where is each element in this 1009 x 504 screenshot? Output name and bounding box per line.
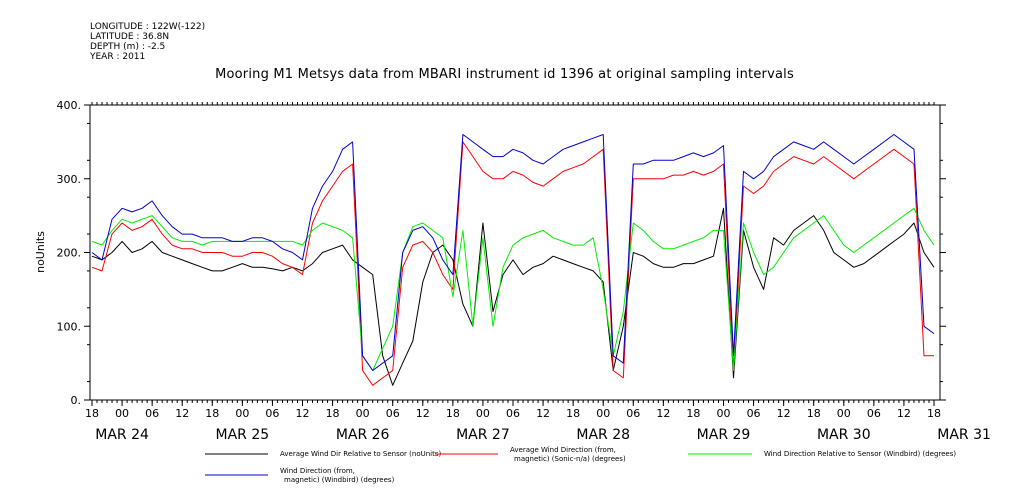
header-year: YEAR : 2011 <box>90 52 146 62</box>
x-date-label: MAR 26 <box>336 427 390 443</box>
x-tick-label: 18 <box>85 407 99 420</box>
x-tick-label: 00 <box>476 407 490 420</box>
header-longitude: LONGITUDE : 122W(-122) <box>90 22 206 32</box>
x-tick-label: 00 <box>837 407 851 420</box>
x-tick-label: 12 <box>536 407 550 420</box>
x-tick-label: 18 <box>566 407 580 420</box>
x-tick-label: 06 <box>386 407 400 420</box>
series-line-4 <box>91 134 935 371</box>
x-tick-label: 06 <box>145 407 159 420</box>
x-tick-label: 12 <box>777 407 791 420</box>
x-tick-label: 12 <box>416 407 430 420</box>
y-tick-label: 200. <box>57 247 82 260</box>
x-tick-label: 06 <box>867 407 881 420</box>
x-tick-label: 12 <box>296 407 310 420</box>
series-lines <box>91 134 935 386</box>
x-tick-label: 06 <box>506 407 520 420</box>
x-date-label: MAR 28 <box>576 427 630 443</box>
y-tick-label: 400. <box>57 99 82 112</box>
legend: Average Wind Dir Relative to Sensor (noU… <box>205 446 956 484</box>
series-line-3 <box>91 207 935 371</box>
y-tick-label: 0. <box>71 394 82 407</box>
legend-label-3: Wind Direction Relative to Sensor (Windb… <box>764 450 956 458</box>
x-tick-label: 00 <box>356 407 370 420</box>
x-tick-label: 06 <box>265 407 279 420</box>
x-tick-label: 12 <box>656 407 670 420</box>
x-tick-label: 18 <box>205 407 219 420</box>
x-tick-label: 12 <box>175 407 189 420</box>
x-tick-label: 18 <box>446 407 460 420</box>
legend-label-line: magnetic) (Sonic-n/a) (degrees) <box>514 455 626 463</box>
header-latitude: LATITUDE : 36.8N <box>90 32 170 42</box>
x-tick-label: 18 <box>686 407 700 420</box>
x-date-label: MAR 30 <box>817 427 871 443</box>
series-line-1 <box>91 207 935 386</box>
series-line-2 <box>91 141 934 386</box>
y-axis-label: noUnits <box>34 231 47 273</box>
x-date-label: MAR 24 <box>95 427 149 443</box>
chart-title: Mooring M1 Metsys data from MBARI instru… <box>215 67 794 82</box>
x-tick-label: 18 <box>927 407 941 420</box>
x-tick-label: 00 <box>596 407 610 420</box>
y-axis: 0. 100. 200. 300. 400. <box>57 99 946 407</box>
x-date-label: MAR 29 <box>697 427 751 443</box>
x-date-label: MAR 31 <box>937 427 991 443</box>
x-tick-label: 06 <box>747 407 761 420</box>
legend-label-4: Wind Direction (from, magnetic) (Windbird… <box>280 467 395 484</box>
legend-label-2: Average Wind Direction (from, magnetic) (… <box>510 446 626 463</box>
header-depth: DEPTH (m) : -2.5 <box>90 42 166 52</box>
x-axis: 18 00 06 12 18 00 06 12 18 00 06 12 18 00 06 12 18 00 06 12… <box>85 102 991 443</box>
x-tick-label: 18 <box>807 407 821 420</box>
x-date-label: MAR 27 <box>456 427 510 443</box>
y-tick-label: 100. <box>57 320 82 333</box>
x-tick-label: 00 <box>235 407 249 420</box>
legend-label-1: Average Wind Dir Relative to Sensor (noU… <box>280 450 441 458</box>
x-tick-label: 06 <box>626 407 640 420</box>
legend-label-line: Wind Direction (from, <box>280 467 355 475</box>
legend-label-line: magnetic) (Windbird) (degrees) <box>284 476 395 484</box>
x-tick-label: 00 <box>717 407 731 420</box>
x-tick-label: 18 <box>326 407 340 420</box>
y-tick-label: 300. <box>57 173 82 186</box>
x-tick-label: 12 <box>897 407 911 420</box>
legend-label-line: Average Wind Direction (from, <box>510 446 616 454</box>
x-date-label: MAR 25 <box>216 427 270 443</box>
x-tick-label: 00 <box>115 407 129 420</box>
y-axis-label-group: noUnits <box>34 231 47 273</box>
